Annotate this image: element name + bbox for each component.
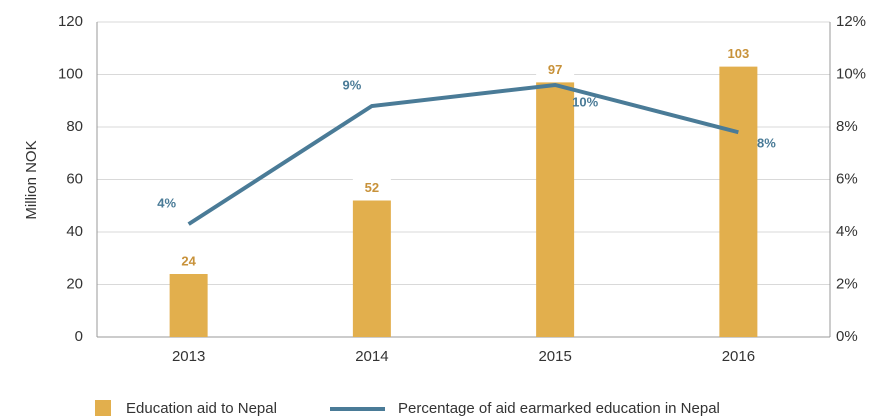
bar — [169, 274, 208, 337]
y2-tick-label: 8% — [836, 118, 858, 135]
y-tick-label: 0 — [75, 328, 83, 345]
y-tick-label: 120 — [58, 13, 83, 30]
y-tick-label: 40 — [66, 223, 83, 240]
line-value-label: 8% — [757, 136, 776, 151]
bar-value-label: 52 — [365, 180, 379, 195]
y-tick-label: 60 — [66, 170, 83, 187]
bar-value-label: 103 — [728, 46, 750, 61]
bar-value-label: 24 — [181, 253, 196, 268]
x-tick-label: 2015 — [538, 348, 571, 365]
line — [187, 82, 739, 226]
y-tick-label: 20 — [66, 275, 83, 292]
legend-label: Percentage of aid earmarked education in… — [398, 400, 720, 417]
bar — [536, 82, 575, 337]
bar — [352, 200, 391, 337]
y2-tick-label: 12% — [836, 13, 866, 30]
line-value-label: 9% — [342, 77, 361, 92]
y2-tick-label: 2% — [836, 275, 858, 292]
line-value-label: 4% — [157, 196, 176, 211]
y2-tick-label: 4% — [836, 223, 858, 240]
y2-tick-label: 10% — [836, 65, 866, 82]
legend-swatch — [95, 400, 111, 416]
label-bg — [719, 44, 758, 63]
x-tick-label: 2014 — [355, 348, 388, 365]
x-tick-label: 2016 — [722, 348, 755, 365]
label-bg — [352, 178, 391, 197]
y2-tick-label: 0% — [836, 328, 858, 345]
y2-tick-label: 6% — [836, 170, 858, 187]
legend-label: Education aid to Nepal — [126, 400, 277, 417]
label-bg — [536, 60, 575, 79]
line-value-label: 10% — [572, 94, 598, 109]
bar-value-label: 97 — [548, 62, 562, 77]
y-tick-label: 80 — [66, 118, 83, 135]
bar — [719, 66, 758, 337]
y-tick-label: 100 — [58, 65, 83, 82]
x-tick-label: 2013 — [172, 348, 205, 365]
label-bg — [169, 252, 208, 270]
y-axis-label: Million NOK — [23, 140, 40, 219]
